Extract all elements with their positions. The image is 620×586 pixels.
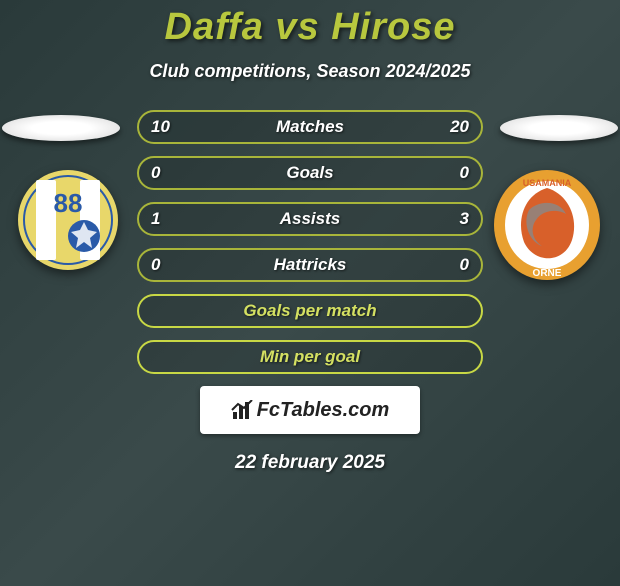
- stat-label: Goals: [286, 163, 333, 183]
- stat-row: 1 Assists 3: [137, 202, 483, 236]
- svg-text:88: 88: [54, 188, 83, 218]
- svg-text:USAMANIA: USAMANIA: [523, 178, 572, 188]
- stat-value-left: 1: [151, 209, 160, 229]
- stat-row: 10 Matches 20: [137, 110, 483, 144]
- page-title: Daffa vs Hirose: [0, 6, 620, 49]
- stat-value-left: 0: [151, 255, 160, 275]
- comparison-panel: 88 USAMANIA ORNE 10 Matches 20 0 Goals 0…: [0, 110, 620, 474]
- stat-label: Hattricks: [274, 255, 347, 275]
- club-crest-left: 88: [18, 170, 118, 270]
- brand-badge: FcTables.com: [200, 386, 420, 434]
- stat-row: Min per goal: [137, 340, 483, 374]
- stat-label: Min per goal: [260, 347, 360, 367]
- stats-list: 10 Matches 20 0 Goals 0 1 Assists 3 0 Ha…: [137, 110, 483, 374]
- stat-row: Goals per match: [137, 294, 483, 328]
- stat-row: 0 Hattricks 0: [137, 248, 483, 282]
- stat-label: Matches: [276, 117, 344, 137]
- chart-icon: [231, 400, 253, 420]
- player-photo-left-placeholder: [2, 115, 120, 141]
- stat-value-right: 20: [450, 117, 469, 137]
- stat-value-right: 0: [460, 255, 469, 275]
- date-text: 22 february 2025: [0, 452, 620, 474]
- stat-label: Goals per match: [243, 301, 376, 321]
- svg-text:ORNE: ORNE: [533, 268, 562, 279]
- stat-value-left: 0: [151, 163, 160, 183]
- subtitle: Club competitions, Season 2024/2025: [0, 61, 620, 82]
- stat-label: Assists: [280, 209, 340, 229]
- club-crest-right: USAMANIA ORNE: [494, 170, 600, 280]
- brand-text: FcTables.com: [257, 399, 390, 422]
- stat-value-right: 0: [460, 163, 469, 183]
- stat-row: 0 Goals 0: [137, 156, 483, 190]
- stat-value-left: 10: [151, 117, 170, 137]
- player-photo-right-placeholder: [500, 115, 618, 141]
- stat-value-right: 3: [460, 209, 469, 229]
